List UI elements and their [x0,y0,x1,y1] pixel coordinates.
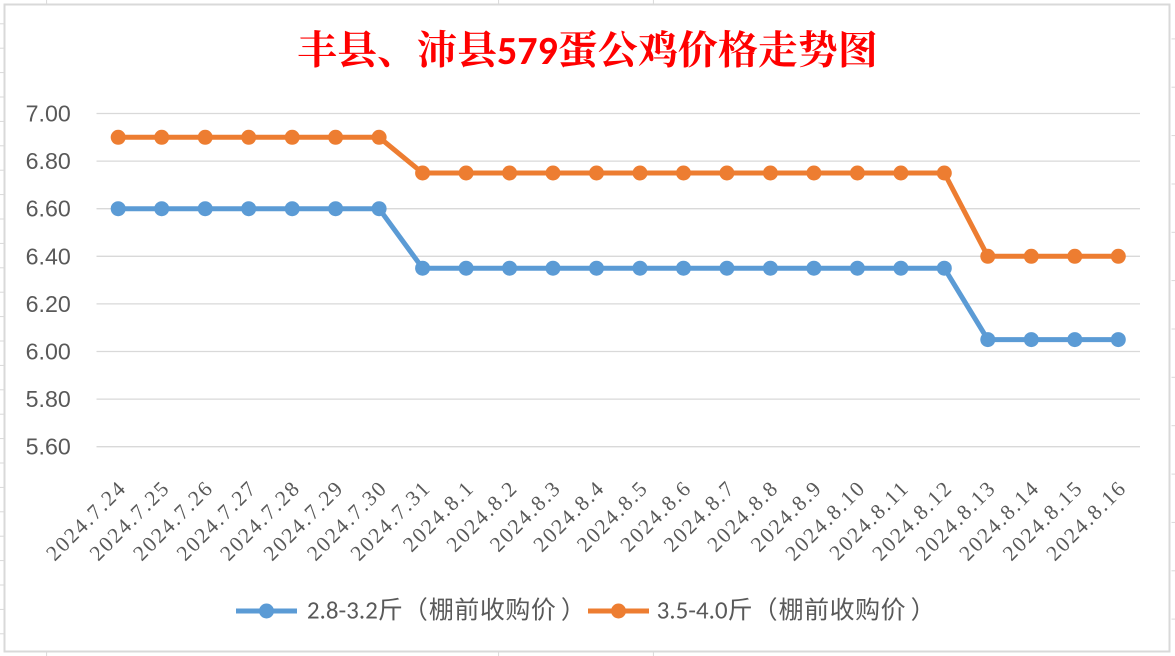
svg-text:7.00: 7.00 [26,101,71,127]
svg-text:6.80: 6.80 [26,148,71,174]
svg-text:5.60: 5.60 [26,434,71,460]
svg-text:6.20: 6.20 [26,291,71,317]
svg-text:6.00: 6.00 [26,339,71,365]
svg-text:6.40: 6.40 [26,243,71,269]
svg-text:5.80: 5.80 [26,386,71,412]
svg-text:6.60: 6.60 [26,196,71,222]
